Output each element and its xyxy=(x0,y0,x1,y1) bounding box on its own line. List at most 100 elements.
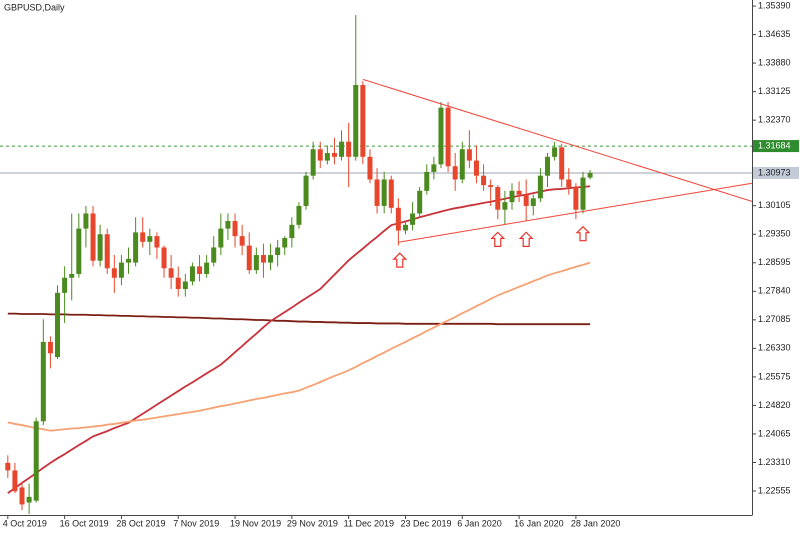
candle-body xyxy=(62,277,68,293)
candle-body xyxy=(402,224,408,231)
candle-body xyxy=(47,341,53,354)
candle-body xyxy=(566,179,572,188)
candle-body xyxy=(26,496,32,503)
candle-body xyxy=(317,149,323,161)
candle-body xyxy=(331,153,337,157)
y-tick-label: 1.23310 xyxy=(758,457,791,467)
candle-body xyxy=(189,266,195,282)
candle-body xyxy=(246,245,252,271)
candle-body xyxy=(374,179,380,206)
candle-body xyxy=(502,202,508,210)
candle-body xyxy=(516,190,522,195)
candle-body xyxy=(424,171,430,191)
candle-body xyxy=(360,85,366,157)
chart-title: GBPUSD,Daily xyxy=(4,2,65,12)
candle-body xyxy=(104,234,110,269)
moving-average xyxy=(7,261,591,432)
candle-body xyxy=(544,156,550,176)
x-tick-label: 4 Oct 2019 xyxy=(3,518,47,528)
candle-body xyxy=(296,205,302,225)
candle-body xyxy=(5,462,11,471)
arrow-marker xyxy=(575,225,591,242)
y-tick-label: 1.33880 xyxy=(758,57,791,67)
candle-body xyxy=(204,262,210,274)
candle-body xyxy=(275,247,281,256)
candle-body xyxy=(481,175,487,186)
candle-body xyxy=(395,207,401,231)
candle-body xyxy=(495,187,501,210)
moving-average xyxy=(7,185,591,494)
candle-body xyxy=(76,228,82,274)
y-tick-label: 1.34635 xyxy=(758,29,791,39)
x-tick-label: 6 Jan 2020 xyxy=(457,518,502,528)
candle-body xyxy=(147,236,153,242)
candle-body xyxy=(55,292,61,358)
price-level-label: 1.30973 xyxy=(758,167,791,177)
price-level-label: 1.31684 xyxy=(758,140,791,150)
y-tick-label: 1.26330 xyxy=(758,343,791,353)
candle-body xyxy=(197,266,203,274)
candle-body xyxy=(69,273,75,278)
x-tick-label: 11 Dec 2019 xyxy=(344,518,394,528)
x-tick-label: 29 Nov 2019 xyxy=(287,518,338,528)
candle-body xyxy=(530,198,536,206)
candle-body xyxy=(225,221,231,229)
candle-body xyxy=(232,221,238,237)
x-tick-label: 16 Jan 2020 xyxy=(514,518,564,528)
candle-body xyxy=(466,149,472,161)
candle-body xyxy=(239,236,245,246)
candle-body xyxy=(587,173,593,178)
arrow-marker xyxy=(392,252,408,268)
candle-body xyxy=(126,258,132,263)
arrow-marker xyxy=(518,231,534,247)
x-tick-label: 28 Oct 2019 xyxy=(116,518,165,528)
y-tick-label: 1.27085 xyxy=(758,314,791,324)
y-tick-label: 1.25575 xyxy=(758,371,791,381)
candle-body xyxy=(523,194,529,206)
candle-body xyxy=(90,213,96,261)
candle-body xyxy=(452,166,458,180)
x-tick-label: 19 Nov 2019 xyxy=(230,518,281,528)
x-tick-label: 28 Jan 2020 xyxy=(571,518,621,528)
candle-body xyxy=(339,141,345,157)
candle-body xyxy=(559,147,565,180)
y-tick-label: 1.27840 xyxy=(758,286,791,296)
candle-body xyxy=(40,341,46,422)
candle-body xyxy=(431,164,437,172)
candle-body xyxy=(303,175,309,206)
candle-body xyxy=(473,160,479,176)
candle-body xyxy=(367,156,373,180)
candle-body xyxy=(324,153,330,161)
candle-body xyxy=(310,149,316,176)
candle-body xyxy=(211,247,217,263)
candle-body xyxy=(175,277,181,290)
candle-body xyxy=(381,179,387,206)
candle-body xyxy=(260,255,266,263)
candle-body xyxy=(33,421,39,501)
price-level-label-box xyxy=(753,166,799,179)
candle-body xyxy=(118,262,124,278)
candle-body xyxy=(140,232,146,242)
candle-body xyxy=(410,213,416,225)
y-tick-label: 1.33125 xyxy=(758,86,791,96)
moving-average xyxy=(7,312,591,326)
candle-body xyxy=(19,487,25,505)
candle-body xyxy=(537,175,543,199)
candle-body xyxy=(438,107,444,165)
x-tick-label: 16 Oct 2019 xyxy=(60,518,109,528)
candle-body xyxy=(97,234,103,261)
y-tick-label: 1.30105 xyxy=(758,200,791,210)
candle-body xyxy=(253,255,259,271)
candle-body xyxy=(509,190,515,203)
candle-body xyxy=(182,281,188,290)
candle-body xyxy=(552,147,558,157)
candle-body xyxy=(282,238,288,248)
candle-body xyxy=(154,236,160,248)
candle-body xyxy=(268,255,274,263)
candle-body xyxy=(417,190,423,214)
y-tick-label: 1.35390 xyxy=(758,0,791,10)
x-tick-label: 7 Nov 2019 xyxy=(173,518,219,528)
